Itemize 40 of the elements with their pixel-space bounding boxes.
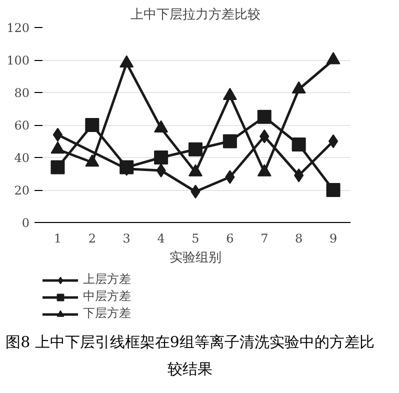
x-tick-label: 9 bbox=[329, 232, 338, 246]
y-tick-label: 40 bbox=[14, 151, 30, 165]
chart-title: 上中下层拉力方差比较 bbox=[130, 6, 260, 22]
legend-label: 上层方差 bbox=[83, 271, 131, 288]
point bbox=[326, 52, 340, 64]
point bbox=[292, 81, 306, 94]
point bbox=[156, 164, 166, 178]
point bbox=[222, 134, 237, 148]
point bbox=[257, 110, 272, 124]
y-tick-label: 0 bbox=[22, 216, 30, 230]
point bbox=[120, 55, 134, 68]
point bbox=[328, 134, 338, 148]
legend-label: 下层方差 bbox=[83, 305, 131, 322]
x-tick-label: 4 bbox=[157, 232, 166, 246]
point bbox=[188, 142, 202, 156]
x-tick-label: 1 bbox=[54, 232, 62, 246]
x-tick-label: 7 bbox=[260, 232, 268, 246]
point bbox=[85, 118, 100, 132]
caption: 图8 上中下层引线框架在9组等离子清洗实验中的方差比较结果 bbox=[5, 332, 375, 380]
point bbox=[292, 138, 306, 152]
point bbox=[222, 88, 237, 100]
legend-label: 中层方差 bbox=[83, 288, 131, 305]
point bbox=[326, 183, 340, 197]
point bbox=[154, 120, 168, 133]
x-tick-label: 5 bbox=[192, 232, 200, 246]
y-tick-label: 60 bbox=[14, 118, 30, 132]
x-tick-label: 2 bbox=[88, 232, 96, 246]
point bbox=[52, 128, 63, 142]
point bbox=[154, 150, 168, 164]
point bbox=[120, 160, 134, 174]
point bbox=[225, 170, 235, 184]
y-tick-label: 80 bbox=[14, 86, 30, 100]
x-tick-label: 8 bbox=[295, 232, 303, 246]
y-tick-label: 20 bbox=[14, 184, 30, 198]
x-tick-label: 3 bbox=[122, 232, 130, 246]
point bbox=[50, 160, 65, 174]
x-tick-label: 6 bbox=[226, 232, 234, 246]
y-tick-label: 120 bbox=[6, 21, 30, 35]
x-axis-title: 实验组别 bbox=[170, 250, 222, 266]
y-tick-label: 100 bbox=[6, 54, 30, 68]
